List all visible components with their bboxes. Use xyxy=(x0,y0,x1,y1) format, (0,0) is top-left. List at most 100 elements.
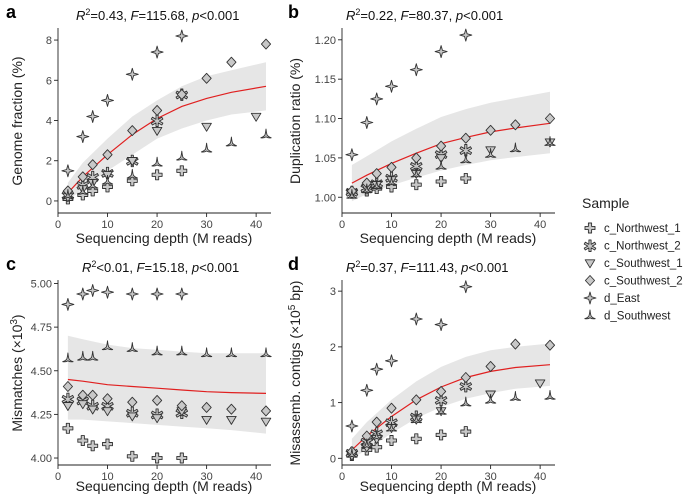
panel-b: b R2=0.22, F=80.37, p<0.001 0 10 20 30 40 1.0… xyxy=(287,2,556,246)
x-axis-title-c: Sequencing depth (M reads) xyxy=(76,478,253,494)
y-tick-label-b: 1.15 xyxy=(315,74,336,86)
point-c-northwest-1 xyxy=(87,440,99,452)
legend-label: c_Northwest_1 xyxy=(604,223,681,235)
point-d-east xyxy=(76,130,90,144)
x-tick-label-d: 40 xyxy=(534,471,546,483)
point-d-east xyxy=(101,93,114,107)
point-d-southwest xyxy=(126,168,138,179)
y-axis-title-c: Mismatches (×103) xyxy=(9,314,26,431)
y-tick-label-b: 1.20 xyxy=(315,35,336,47)
point-d-east xyxy=(125,287,139,301)
panel-letter-b: b xyxy=(288,2,299,22)
point-d-southwest xyxy=(225,136,238,147)
x-tick-label-b: 40 xyxy=(534,219,546,231)
y-tick-label-a: 6 xyxy=(46,75,52,87)
point-d-east xyxy=(385,79,398,93)
point-d-east xyxy=(61,297,75,311)
point-c-northwest-1 xyxy=(126,450,138,462)
point-c-northwest-1 xyxy=(435,429,447,441)
point-c-northwest-1 xyxy=(435,176,447,187)
y-tick-label-b: 1.00 xyxy=(315,192,336,204)
x-axis-title-d: Sequencing depth (M reads) xyxy=(360,478,537,494)
stat-line-b: R2=0.22, F=80.37, p<0.001 xyxy=(346,7,503,23)
point-c-northwest-1 xyxy=(77,435,89,447)
x-tick-label-a: 20 xyxy=(151,219,163,231)
point-d-east xyxy=(370,92,384,106)
point-d-east xyxy=(86,284,100,297)
legend-label: c_Southwest_1 xyxy=(604,258,683,270)
point-d-east xyxy=(409,63,423,77)
point-d-east xyxy=(434,318,448,332)
x-tick-label-c: 10 xyxy=(101,471,113,483)
x-axis-title-b: Sequencing depth (M reads) xyxy=(360,230,537,246)
point-d-east xyxy=(370,362,384,376)
y-tick-label-c: 4.25 xyxy=(31,409,52,421)
point-d-east xyxy=(459,28,473,42)
legend-entry-c-northwest-1: c_Northwest_1 xyxy=(584,222,681,235)
point-d-southwest xyxy=(544,389,556,400)
x-axis-title-a: Sequencing depth (M reads) xyxy=(76,230,253,246)
legend-entry-d-east: d_East xyxy=(583,291,641,305)
x-tick-label-b: 20 xyxy=(435,219,447,231)
panel-letter-a: a xyxy=(6,2,17,22)
panel-letter-d: d xyxy=(288,254,299,274)
point-d-east xyxy=(345,148,359,162)
point-c-southwest-1 xyxy=(201,122,212,132)
confidence-band-a xyxy=(67,62,267,201)
point-c-northwest-1 xyxy=(151,452,163,464)
legend-entry-d-southwest: d_Southwest xyxy=(584,309,671,323)
point-d-east xyxy=(150,45,164,59)
x-tick-label-b: 10 xyxy=(385,219,397,231)
point-d-east xyxy=(385,354,398,368)
y-tick-label-a: 0 xyxy=(46,196,52,208)
y-tick-label-d: 0 xyxy=(330,453,336,465)
x-tick-label-d: 0 xyxy=(339,471,345,483)
x-tick-label-a: 40 xyxy=(250,219,262,231)
legend-entry-c-southwest-2: c_Southwest_2 xyxy=(584,275,683,288)
plot-area-b: 0 10 20 30 40 1.00 1.05 1.10 1.15 1.20 xyxy=(315,28,556,231)
x-tick-label-a: 30 xyxy=(200,219,212,231)
series-c-northwest-1-c xyxy=(62,422,188,464)
point-d-east xyxy=(86,110,100,123)
confidence-band-b xyxy=(351,91,550,202)
diamond-icon xyxy=(584,275,596,286)
y-tick-label-b: 1.05 xyxy=(315,153,336,165)
plot-area-c: 0 10 20 30 40 4.00 4.25 4.50 4.75 5.00 xyxy=(31,278,272,483)
y-tick-label-a: 8 xyxy=(46,35,52,47)
point-d-east xyxy=(101,285,114,299)
y-tick-label-c: 4.00 xyxy=(31,453,52,465)
point-c-northwest-1 xyxy=(62,422,74,434)
x-tick-label-b: 0 xyxy=(339,219,345,231)
series-d-east-c xyxy=(61,284,189,311)
point-d-east xyxy=(76,287,90,301)
y-axis-title-a: Genome fraction (%) xyxy=(9,56,25,185)
point-c-southwest-2 xyxy=(226,56,237,68)
x-tick-label-a: 10 xyxy=(101,219,113,231)
point-d-southwest xyxy=(176,150,188,161)
point-d-east xyxy=(345,419,359,433)
legend-entry-c-northwest-2: c_Northwest_2 xyxy=(583,239,681,253)
confidence-band-d xyxy=(351,343,550,459)
stat-line-c: R2<0.01, F=15.18, p<0.001 xyxy=(82,259,239,275)
point-d-east xyxy=(459,280,473,294)
point-c-northwest-1 xyxy=(176,452,188,464)
point-c-southwest-1 xyxy=(250,112,262,122)
point-d-southwest xyxy=(200,142,213,153)
point-d-southwest xyxy=(260,128,272,139)
y-tick-label-c: 4.50 xyxy=(31,366,52,378)
x-tick-label-c: 30 xyxy=(200,471,212,483)
point-d-east xyxy=(360,383,374,397)
y-tick-label-c: 4.75 xyxy=(31,322,52,334)
x-tick-label-b: 30 xyxy=(484,219,496,231)
y-axis-title-d: Misassemb. contigs (×105 bp) xyxy=(287,281,304,466)
point-d-east xyxy=(409,312,423,326)
legend-label: d_Southwest xyxy=(604,311,671,323)
point-c-northwest-1 xyxy=(410,433,422,445)
point-c-northwest-1 xyxy=(176,165,188,177)
x-tick-label-d: 10 xyxy=(385,471,397,483)
legend-label: d_East xyxy=(604,293,641,305)
point-d-southwest xyxy=(151,156,163,167)
x-tick-label-c: 20 xyxy=(151,471,163,483)
point-d-east xyxy=(434,45,448,59)
